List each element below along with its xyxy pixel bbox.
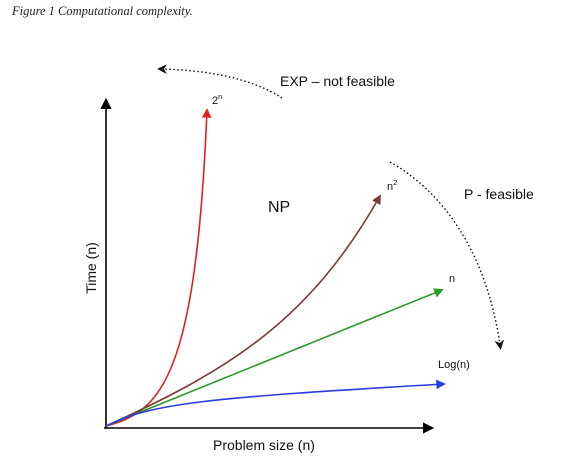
x-axis-label: Problem size (n) (213, 437, 315, 453)
p-region-label: P - feasible (464, 186, 534, 202)
exponential-label: 2n (212, 92, 222, 107)
logarithmic-curve (105, 379, 446, 427)
p-dotted-arrow (389, 161, 505, 350)
quadratic-label: n2 (387, 178, 397, 193)
y-axis-label: Time (n) (83, 242, 99, 294)
figure-caption: Figure 1 Computational complexity. (12, 4, 193, 18)
linear-curve (105, 288, 444, 427)
exp-region-label: EXP – not feasible (280, 73, 395, 89)
exponential-curve (105, 108, 212, 427)
logarithmic-label: Log(n) (438, 359, 470, 371)
linear-label: n (449, 273, 455, 285)
quadratic-curve (105, 194, 381, 427)
np-region-label: NP (268, 199, 290, 216)
